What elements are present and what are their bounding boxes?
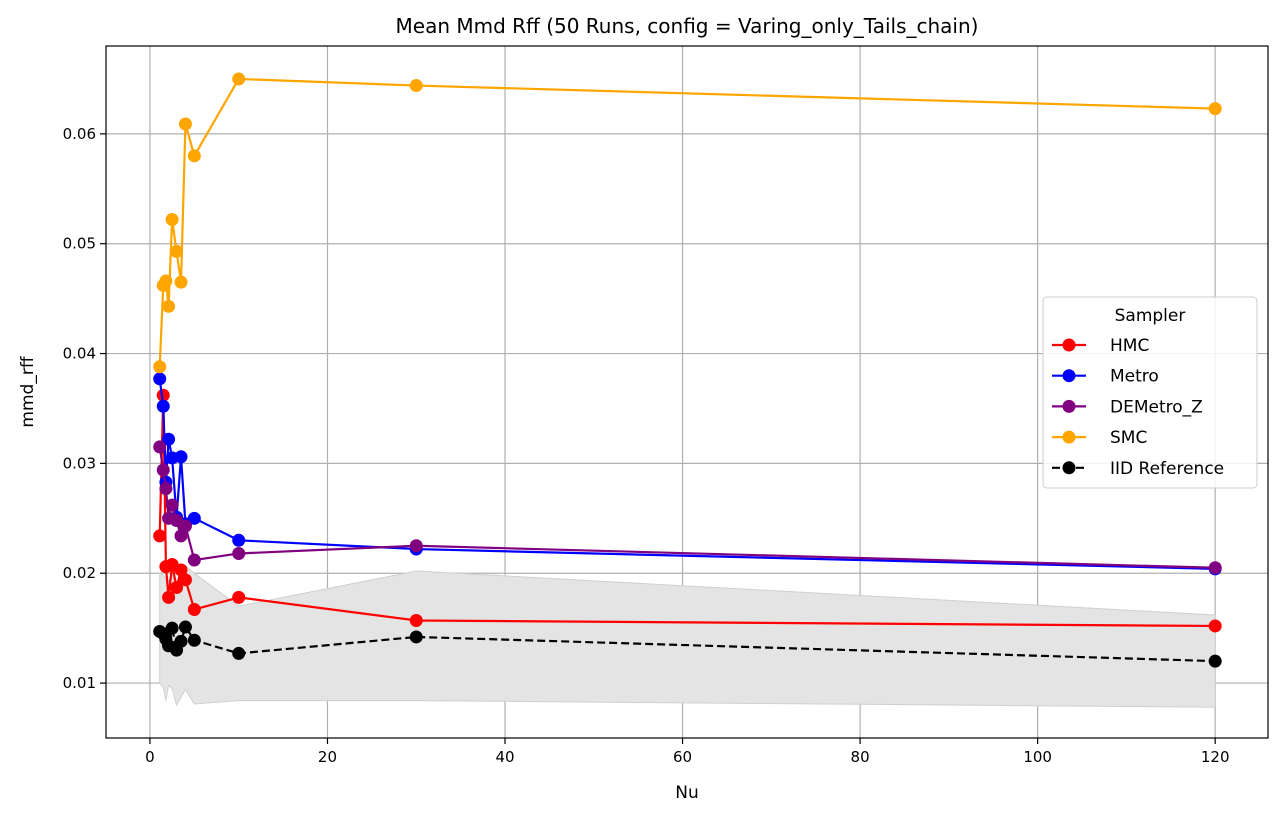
legend-label-hmc: HMC [1110,336,1149,356]
legend-item-iid-reference: IID Reference [1052,459,1224,479]
y-tick-label: 0.06 [63,125,96,143]
data-point-demetro-z [232,546,246,560]
legend-item-smc: SMC [1052,428,1147,448]
data-point-iid-reference [1208,654,1222,668]
x-axis-label: Nu [675,783,699,803]
legend-item-hmc: HMC [1052,336,1149,356]
axis-ticks: 0 20 40 60 80 100 120 0.01 0.02 0.03 0.04 0.05 0.06 [63,125,1230,766]
y-tick-label: 0.04 [63,345,96,363]
data-point-hmc [170,581,184,595]
legend-marker-smc [1062,430,1076,444]
data-point-demetro-z [174,529,188,543]
data-point-smc [170,244,184,258]
x-tick-label: 0 [145,748,155,766]
legend-marker-demetro-z [1062,399,1076,413]
data-point-smc [174,275,188,289]
series-demetro-z [153,440,1222,575]
data-point-iid-reference [187,633,201,647]
data-point-smc [178,117,192,131]
legend-marker-metro [1062,369,1076,383]
legend-label-smc: SMC [1110,428,1147,448]
data-point-smc [187,149,201,163]
data-point-metro [153,372,167,386]
data-point-smc [162,299,176,313]
y-tick-label: 0.01 [63,674,96,692]
legend-label-demetro-z: DEMetro_Z [1110,397,1203,417]
data-point-iid-reference [409,630,423,644]
series-hmc [153,388,1222,633]
data-point-hmc [232,590,246,604]
x-tick-label: 40 [495,748,514,766]
series-group [153,72,1222,668]
data-point-hmc [156,388,170,402]
data-point-demetro-z [153,440,167,454]
data-point-smc [159,274,173,288]
legend-marker-hmc [1062,338,1076,352]
data-point-iid-reference [165,621,179,635]
x-tick-label: 100 [1023,748,1052,766]
legend-label-metro: Metro [1110,367,1159,387]
data-point-hmc [153,529,167,543]
series-smc [153,72,1222,374]
data-point-iid-reference [178,620,192,634]
x-tick-label: 80 [851,748,870,766]
data-point-hmc [187,602,201,616]
data-point-demetro-z [178,519,192,533]
legend-marker-iid-reference [1062,461,1076,475]
data-point-hmc [409,613,423,627]
data-point-demetro-z [409,539,423,553]
data-point-smc [409,79,423,93]
data-point-smc [153,360,167,374]
y-tick-label: 0.05 [63,235,96,253]
x-tick-label: 120 [1201,748,1230,766]
data-point-smc [165,213,179,227]
data-point-hmc [174,563,188,577]
data-point-demetro-z [165,498,179,512]
data-point-metro [156,399,170,413]
data-point-metro [174,450,188,464]
data-point-hmc [1208,619,1222,633]
chart-title: Mean Mmd Rff (50 Runs, config = Varing_o… [396,14,979,38]
y-tick-label: 0.02 [63,564,96,582]
legend-item-demetro-z: DEMetro_Z [1052,397,1203,417]
data-point-demetro-z [159,482,173,496]
data-point-metro [162,432,176,446]
legend: Sampler HMC Metro DEMetro_Z SMC IID Referenc… [1042,296,1258,489]
data-point-metro [232,533,246,547]
legend-item-metro: Metro [1052,367,1159,387]
x-tick-label: 60 [673,748,692,766]
data-point-demetro-z [187,553,201,567]
data-point-smc [1208,102,1222,116]
data-point-hmc [178,573,192,587]
legend-label-iid-reference: IID Reference [1110,459,1224,479]
data-point-demetro-z [156,463,170,477]
data-point-demetro-z [1208,561,1222,575]
data-point-iid-reference [232,646,246,660]
y-tick-label: 0.03 [63,454,96,472]
plot-frame [105,45,1269,739]
data-point-iid-reference [174,634,188,648]
x-tick-label: 20 [318,748,337,766]
data-point-metro [187,511,201,525]
legend-box [1042,296,1258,489]
legend-title: Sampler [1115,306,1186,326]
series-iid-reference [153,620,1222,668]
y-axis-label: mmd_rff [18,355,38,427]
data-point-smc [232,72,246,86]
data-point-hmc [162,590,176,604]
